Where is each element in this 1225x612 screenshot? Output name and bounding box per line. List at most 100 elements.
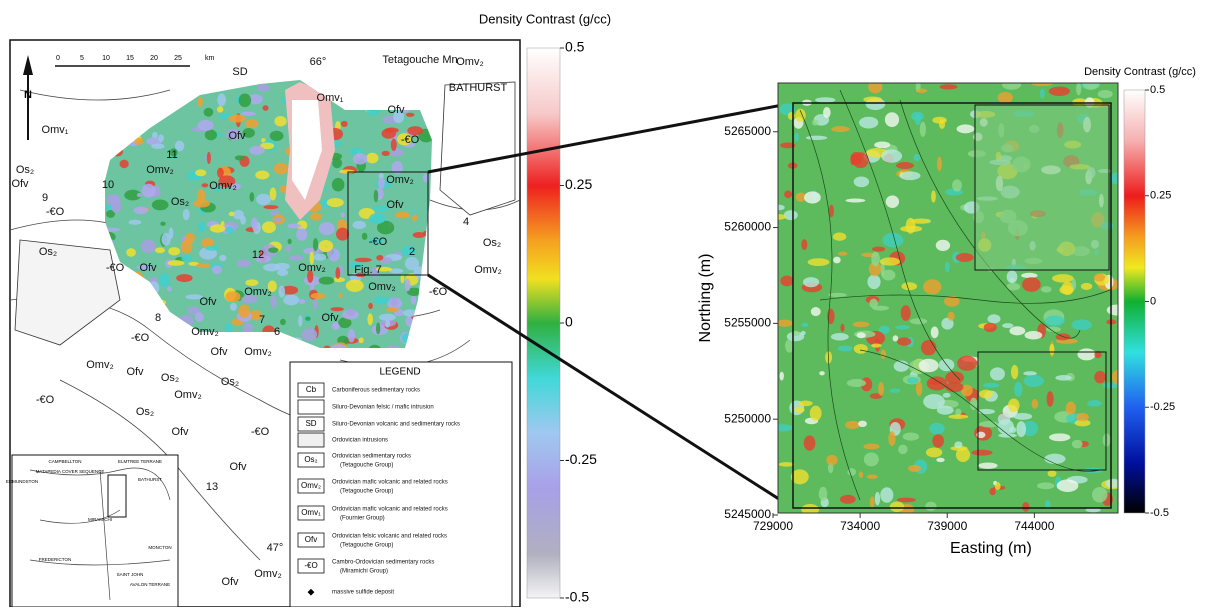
density-blob [903, 432, 919, 440]
density-blob [780, 372, 784, 381]
density-blob [225, 291, 240, 302]
density-blob [808, 258, 830, 266]
density-blob [196, 263, 211, 268]
density-blob [268, 247, 278, 253]
density-blob [313, 238, 318, 251]
density-blob [990, 367, 1005, 380]
legend-desc: Siluro-Devonian felsic / mafic intrusion [332, 405, 434, 411]
density-blob [1094, 371, 1106, 384]
map-label: Os₂ [171, 196, 189, 208]
density-blob [864, 452, 879, 466]
density-blob [1041, 286, 1052, 292]
density-blob [956, 253, 974, 262]
density-blob [998, 92, 1013, 103]
density-blob [240, 112, 256, 116]
density-blob [183, 209, 190, 220]
density-blob [212, 265, 222, 274]
density-blob [831, 333, 849, 341]
density-blob [235, 155, 245, 160]
map-label: -€O [46, 206, 65, 218]
density-blob [1023, 371, 1037, 375]
density-blob [773, 205, 785, 211]
scale-label: 25 [174, 55, 182, 62]
colorbar-tick-label: -0.5 [1150, 507, 1169, 519]
density-blob [908, 465, 921, 472]
legend-group: (Miramichi Group) [340, 569, 388, 575]
legend-code: Omv₂ [301, 481, 321, 490]
density-blob [378, 178, 385, 189]
density-blob [107, 194, 119, 198]
density-blob [239, 93, 252, 107]
density-blob [382, 151, 390, 156]
density-blob [406, 113, 415, 117]
map-label: 9 [42, 192, 48, 204]
density-blob [353, 153, 368, 164]
density-blob [198, 120, 214, 131]
density-blob [952, 179, 962, 191]
density-blob [1037, 482, 1054, 489]
density-blob [1076, 413, 1089, 422]
density-blob [815, 97, 835, 103]
legend-desc: Cambro-Ordovician sedimentary rocks [332, 560, 434, 566]
density-blob [257, 84, 270, 92]
density-blob [277, 269, 288, 276]
map-label: Omv₂ [86, 359, 114, 371]
density-blob [1057, 479, 1079, 492]
legend-desc: Ordovician mafic volcanic and related ro… [332, 507, 448, 513]
colorbar-tick-label: 0.5 [1150, 84, 1165, 96]
density-blob [161, 233, 170, 246]
density-blob [1032, 399, 1039, 409]
scale-label: 5 [80, 55, 84, 62]
density-blob [845, 421, 860, 429]
x-tick-label: 739000 [927, 519, 967, 533]
density-blob [395, 212, 410, 218]
density-blob [374, 296, 389, 304]
density-blob [1045, 315, 1065, 326]
density-blob [897, 337, 911, 345]
density-blob [882, 270, 896, 281]
density-blob [923, 394, 945, 409]
density-blob [776, 320, 792, 327]
density-blob [1103, 433, 1111, 446]
density-blob [773, 424, 793, 431]
map-label: Ofv [11, 178, 29, 190]
y-tick-label: 5265000 [724, 124, 771, 138]
inset-label: SAINT JOHN [117, 572, 144, 577]
colorbar-tick-label: 0.25 [565, 176, 592, 192]
density-blob [915, 114, 921, 125]
map-label: Os₂ [161, 372, 179, 384]
density-blob [859, 471, 863, 478]
density-blob [901, 282, 917, 290]
density-blob [833, 233, 847, 241]
legend-inset [975, 105, 1109, 270]
density-blob [160, 222, 165, 226]
density-blob [798, 401, 812, 407]
density-blob [1059, 285, 1073, 294]
density-blob [880, 487, 893, 503]
density-blob [803, 277, 819, 287]
map-label: Os₂ [483, 237, 501, 249]
map-label: Os₂ [221, 376, 239, 388]
density-blob [1002, 80, 1021, 90]
density-blob [217, 106, 223, 112]
density-blob [413, 232, 426, 238]
density-blob [863, 97, 882, 103]
map-label: -€O [429, 286, 448, 298]
colorbar-tick-label: 0.5 [565, 39, 585, 55]
density-blob [987, 314, 1000, 323]
density-blob [995, 482, 1001, 490]
density-blob [945, 262, 950, 272]
legend-code: ◆ [308, 586, 315, 596]
density-blob [896, 162, 914, 169]
colorbar [527, 48, 560, 598]
density-blob [391, 297, 398, 307]
density-blob [376, 255, 383, 261]
density-blob [858, 421, 867, 427]
density-blob [289, 255, 304, 261]
density-blob [367, 313, 373, 325]
map-label: Omv₂ [456, 56, 484, 68]
density-blob [795, 133, 800, 142]
density-blob [198, 97, 203, 107]
inset-label: AVALON TERRANE [130, 582, 170, 587]
legend-group: (Fournier Group) [340, 516, 385, 522]
